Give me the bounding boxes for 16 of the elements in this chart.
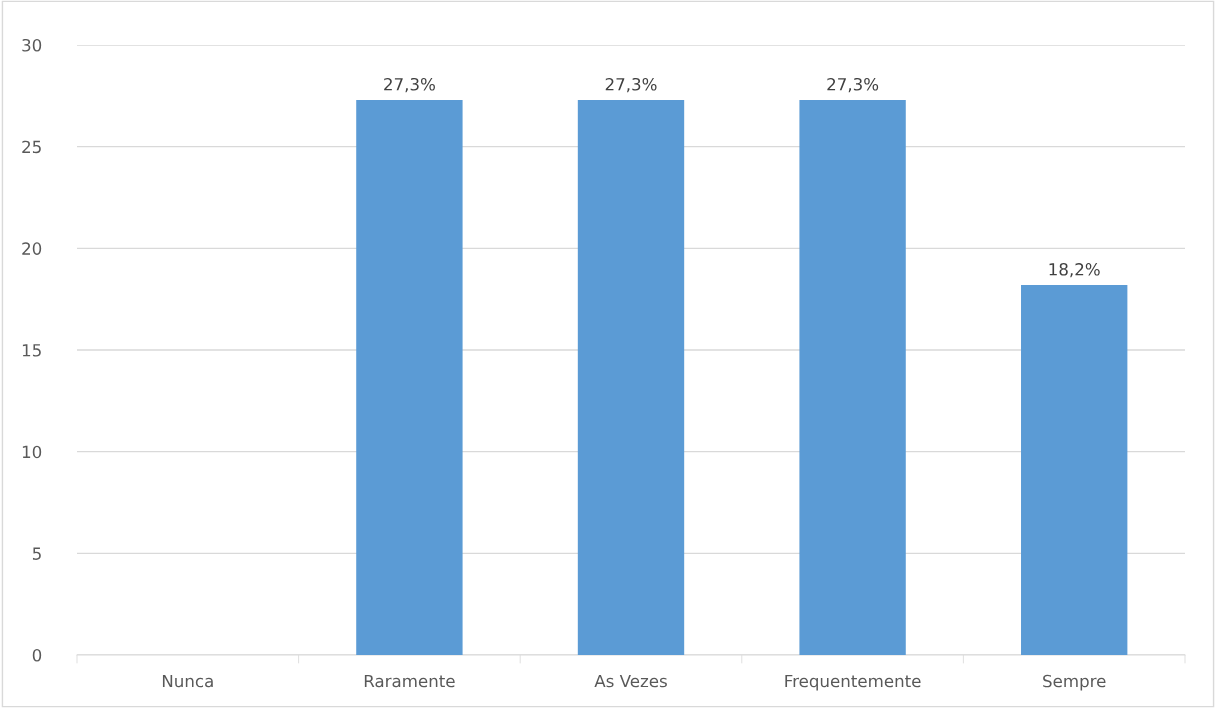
data-label: 27,3% bbox=[605, 77, 657, 93]
x-tick-label: Frequentemente bbox=[785, 674, 921, 691]
data-label: 27,3% bbox=[827, 77, 879, 93]
data-label: 27,3% bbox=[384, 77, 435, 93]
data-label: 18,2% bbox=[1049, 263, 1100, 278]
y-tick-label: 10 bbox=[22, 445, 42, 459]
y-tick-label: 5 bbox=[32, 547, 41, 560]
y-tick-label: 30 bbox=[22, 38, 42, 52]
y-tick-label: 25 bbox=[22, 140, 41, 154]
x-tick-label: As Vezes bbox=[594, 674, 667, 688]
x-tick-label: Sempre bbox=[1043, 674, 1106, 691]
y-tick-label: 20 bbox=[22, 242, 42, 255]
y-tick-label: 0 bbox=[32, 648, 42, 662]
x-tick-label: Nunca bbox=[162, 674, 213, 688]
x-tick-label: Raramente bbox=[364, 674, 455, 688]
y-tick-label: 15 bbox=[22, 344, 41, 357]
